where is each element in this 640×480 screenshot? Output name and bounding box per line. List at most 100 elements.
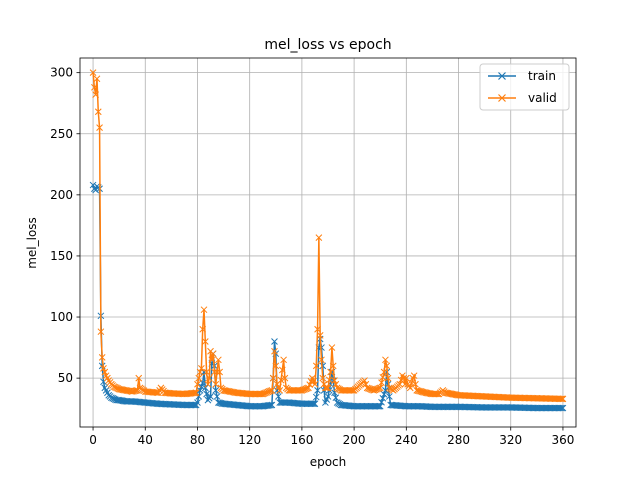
x-tick-label: 80 — [190, 433, 205, 447]
data-point — [308, 400, 316, 408]
x-axis: 0 40 80 120 160 200 240 280 320 360 — [89, 427, 574, 447]
data-point — [324, 393, 332, 400]
data-point — [314, 325, 321, 333]
data-point — [379, 394, 387, 402]
data-point — [196, 386, 204, 394]
data-point — [194, 380, 201, 388]
data-point — [312, 362, 320, 370]
plot-frame — [79, 57, 577, 428]
data-point — [213, 368, 221, 376]
data-point — [384, 380, 392, 388]
data-point — [556, 395, 564, 403]
data-point — [97, 328, 105, 336]
y-axis: 50 100 150 200 250 300 — [50, 66, 80, 385]
x-tick-label: 160 — [290, 433, 313, 447]
data-point — [385, 393, 393, 400]
data-point — [322, 384, 329, 392]
data-point — [216, 399, 224, 407]
data-point — [281, 374, 289, 382]
data-point — [209, 350, 217, 358]
data-point — [348, 386, 355, 394]
plot-area — [89, 69, 567, 412]
data-point — [315, 234, 323, 241]
data-point — [96, 124, 103, 131]
data-point — [361, 377, 368, 384]
data-point — [200, 306, 208, 314]
data-point — [272, 362, 280, 370]
data-point — [215, 399, 222, 406]
data-point — [328, 344, 336, 351]
data-point — [556, 404, 564, 412]
data-point — [410, 372, 418, 380]
data-point — [201, 384, 209, 392]
data-point — [421, 389, 428, 396]
data-point — [258, 390, 265, 398]
x-axis-label: epoch — [310, 455, 347, 469]
data-point — [208, 356, 216, 364]
data-point — [432, 390, 440, 398]
data-point — [130, 387, 137, 395]
data-point — [190, 389, 197, 397]
data-point — [375, 385, 383, 392]
data-point — [91, 83, 98, 91]
data-point — [203, 368, 210, 376]
legend-label-train: train — [528, 69, 556, 83]
data-point — [402, 374, 410, 382]
data-point — [324, 384, 332, 392]
data-point — [201, 338, 209, 345]
data-point — [268, 401, 276, 409]
y-tick-label: 50 — [58, 371, 73, 385]
data-point — [190, 401, 197, 409]
data-point — [204, 380, 212, 388]
data-point — [316, 332, 324, 339]
data-point — [384, 374, 392, 382]
series-train — [89, 181, 567, 412]
data-point — [362, 380, 370, 388]
data-point — [382, 356, 389, 364]
data-point — [408, 379, 415, 387]
data-point — [380, 390, 388, 398]
data-point — [280, 356, 287, 364]
data-point — [271, 338, 278, 345]
data-point — [275, 393, 282, 400]
data-point — [192, 389, 200, 397]
data-point — [198, 383, 205, 391]
data-point — [128, 388, 136, 395]
data-point — [401, 380, 409, 388]
data-point — [89, 69, 97, 77]
data-point — [277, 376, 285, 384]
data-point — [319, 374, 327, 382]
data-point — [383, 362, 391, 370]
data-point — [194, 399, 201, 406]
data-point — [318, 356, 325, 364]
data-point — [400, 374, 408, 382]
data-point — [378, 398, 385, 406]
data-point — [380, 368, 388, 376]
data-point — [406, 384, 414, 392]
data-point — [271, 347, 278, 355]
x-tick-label: 0 — [89, 433, 97, 447]
data-point — [297, 386, 304, 394]
y-axis-label: mel_loss — [25, 217, 39, 269]
x-tick-label: 360 — [551, 433, 574, 447]
data-point — [558, 404, 565, 412]
y-tick-label: 200 — [50, 188, 73, 202]
legend-marker-train — [498, 72, 506, 80]
data-point — [278, 366, 286, 374]
legend-marker-valid — [498, 94, 506, 102]
x-tick-label: 40 — [138, 433, 153, 447]
data-point — [332, 380, 340, 388]
data-point — [215, 356, 222, 364]
data-point — [396, 380, 404, 388]
data-point — [378, 379, 385, 386]
data-point — [276, 386, 284, 394]
data-point — [559, 395, 567, 403]
data-point — [327, 368, 334, 376]
data-point — [94, 108, 102, 116]
chart-title: mel_loss vs epoch — [264, 37, 391, 53]
data-point — [559, 404, 567, 412]
data-point — [198, 364, 205, 372]
data-point — [311, 400, 319, 408]
data-point — [382, 386, 389, 394]
